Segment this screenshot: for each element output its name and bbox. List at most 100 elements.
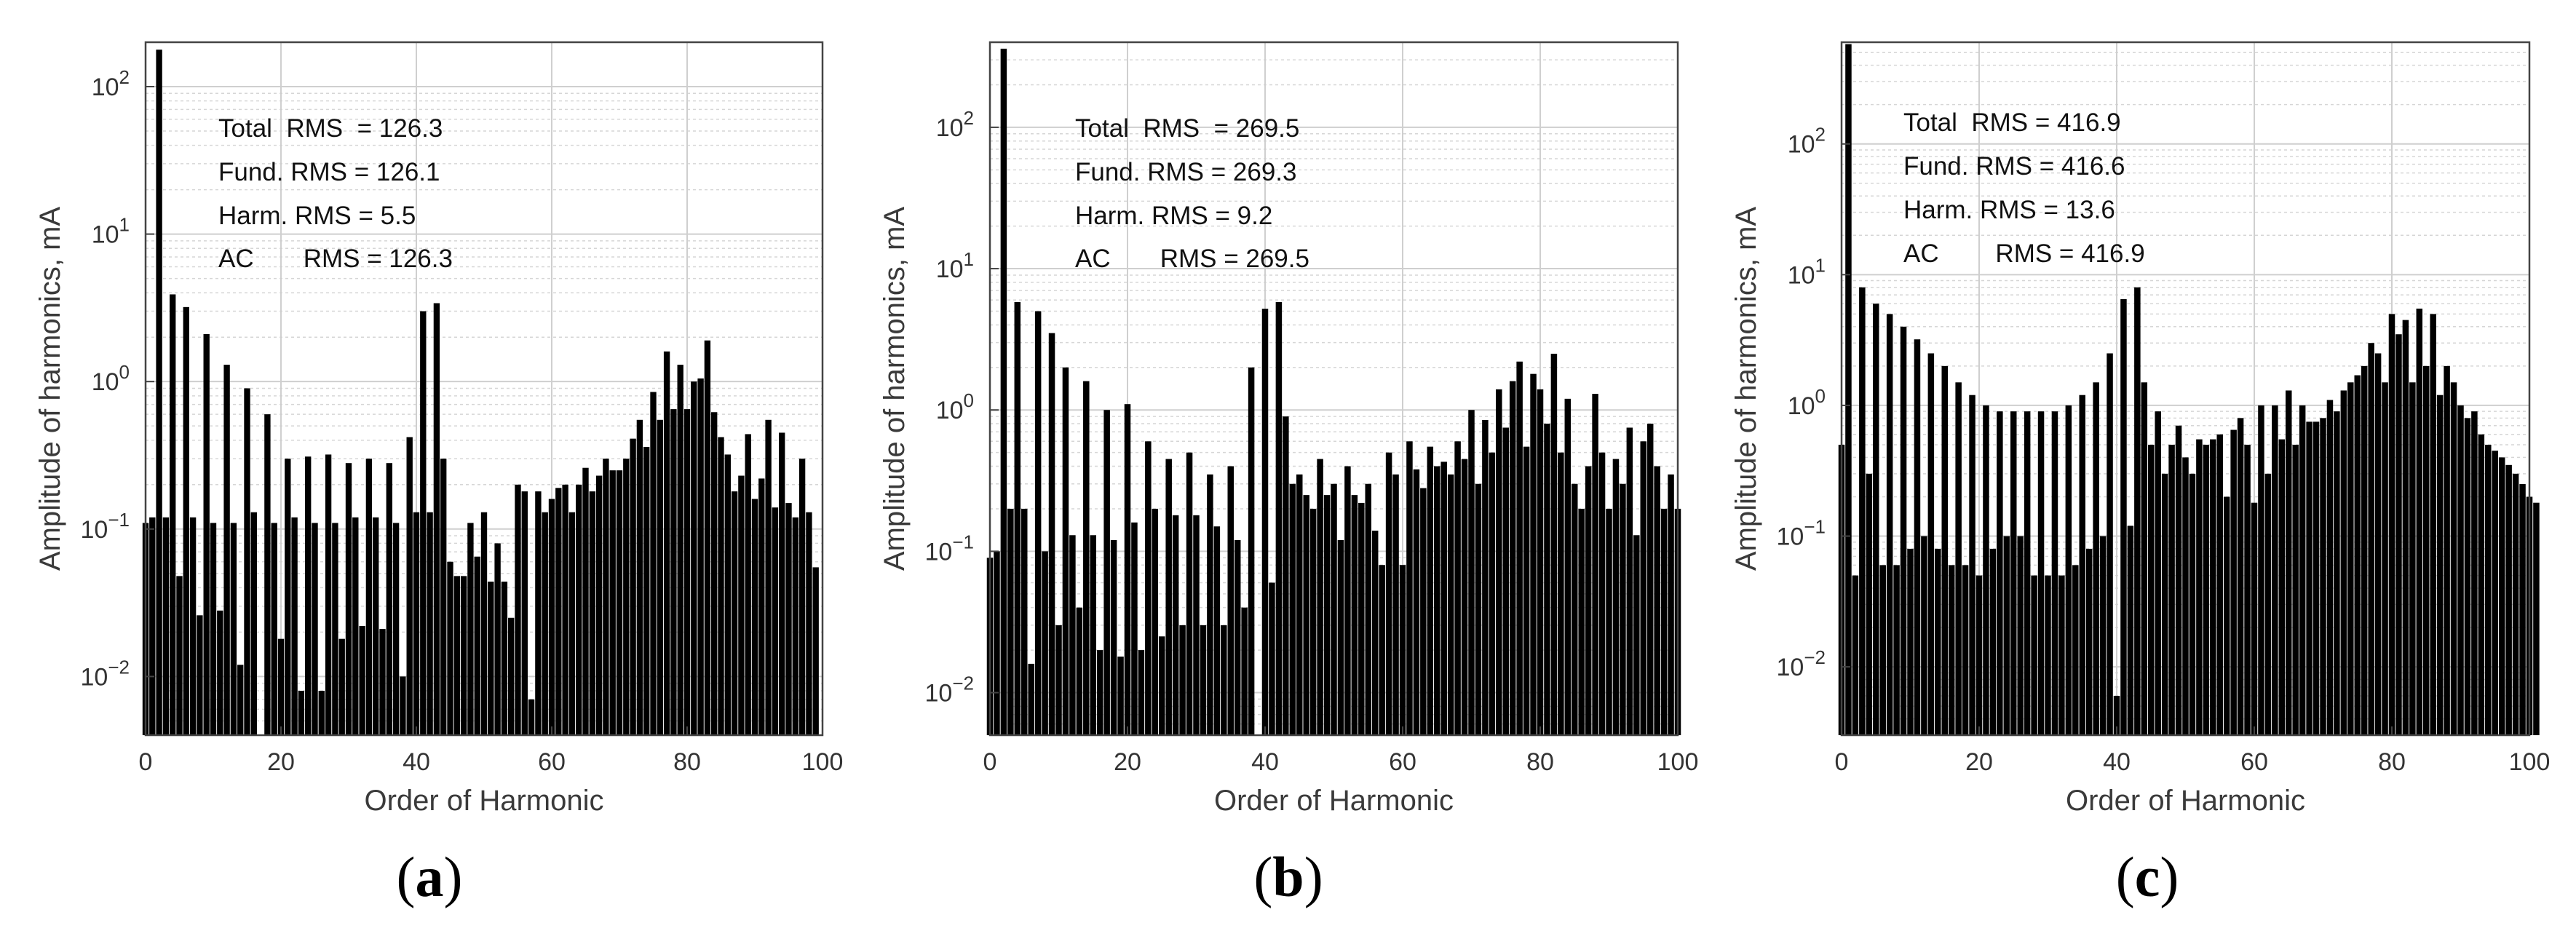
harmonic-bar-30 [345,463,352,735]
harmonic-bar-12 [1069,535,1076,735]
harmonic-bar-31 [1200,625,1207,735]
harmonic-bar-41 [2120,298,2127,736]
harmonic-bar-96 [792,517,798,735]
harmonic-bar-83 [704,340,711,735]
harmonic-bar-35 [2079,395,2086,735]
harmonic-bar-24 [305,456,312,735]
harmonic-bar-99 [812,567,819,735]
harmonic-bar-64 [1427,446,1434,735]
harmonic-bar-4 [170,294,176,735]
harmonic-bar-31 [2051,411,2058,735]
harmonic-bar-6 [183,306,189,736]
harmonic-bar-58 [1385,452,1392,735]
chart-panel-c: 0 20 40 60 80 100 10−2 10−1 100 101 102 Order of Ha… [1718,0,2576,931]
harmonic-bar-80 [1537,389,1544,735]
harmonic-bar-20 [1975,575,1983,735]
harmonic-bar-91 [758,478,765,735]
x-tick-label: 60 [1389,748,1416,776]
harmonic-bar-54 [1358,502,1365,735]
harmonic-bar-98 [2512,473,2519,735]
panel-caption-b: (b) [1253,845,1323,908]
harmonic-bar-34 [373,517,379,735]
harmonic-bar-45 [1296,474,1303,735]
harmonic-bar-36 [386,463,392,735]
x-tick-label: 20 [267,748,295,776]
harmonic-bar-55 [1365,483,1372,735]
harmonic-bar-21 [1131,522,1138,735]
harmonic-bar-73 [636,419,643,735]
harmonic-bar-10 [1055,625,1062,735]
harmonic-bar-84 [2416,308,2423,735]
harmonic-bar-61 [2258,405,2264,735]
y-tick-label: 101 [936,248,974,283]
harmonic-bar-91 [2464,418,2471,735]
harmonic-bar-89 [745,434,751,735]
harmonic-bar-11 [1914,339,1921,736]
harmonic-bar-3 [1859,287,1866,735]
harmonic-bar-24 [2003,536,2010,735]
harmonic-bar-5 [176,576,183,735]
harmonic-bar-59 [2244,444,2251,735]
chart-a: 0 20 40 60 80 100 10−2 10−1 100 101 102 Order of Ha… [34,41,843,817]
rms-annotation: Fund. RMS = 416.6 [1903,152,2125,181]
harmonic-bar-96 [2498,457,2505,735]
y-tick-label: 100 [92,361,130,396]
rms-annotation: AC RMS = 416.9 [1903,239,2145,268]
harmonic-bar-92 [765,419,772,735]
harmonic-bar-43 [433,303,440,735]
harmonic-bar-10 [210,523,217,735]
harmonic-bar-26 [318,691,325,735]
harmonic-bar-26 [2017,536,2024,735]
harmonic-bar-12 [1921,536,1927,735]
harmonic-bar-77 [1516,361,1523,735]
harmonic-bar-55 [515,484,521,735]
harmonic-bar-54 [508,617,515,735]
harmonic-bar-89 [1598,452,1606,735]
harmonic-bar-8 [1893,565,1900,735]
x-axis-label: Order of Harmonic [1214,785,1454,817]
y-tick-label: 100 [1788,385,1826,420]
y-axis-label: Amplitude of harmonics, mA [879,207,911,571]
harmonic-bar-74 [643,447,650,735]
harmonic-bar-60 [2251,502,2258,735]
chart-c: 0 20 40 60 80 100 10−2 10−1 100 101 102 Order of Ha… [1730,41,2550,817]
harmonic-bar-59 [1392,474,1399,735]
harmonic-bar-65 [2285,390,2292,735]
harmonic-bar-77 [663,351,670,735]
harmonic-bar-76 [657,419,663,735]
harmonic-bar-22 [1989,548,1997,735]
harmonic-bar-65 [1433,466,1440,735]
harmonic-bar-24 [1152,508,1159,735]
harmonic-bar-33 [365,459,373,735]
harmonic-bar-79 [2382,382,2388,735]
harmonic-bar-16 [250,512,257,735]
harmonic-bar-28 [332,523,338,735]
harmonic-bar-6 [1028,663,1034,735]
harmonic-bar-13 [1927,353,1935,735]
harmonic-bar-98 [1660,508,1668,735]
harmonic-bar-33 [1213,526,1221,735]
harmonic-bar-42 [427,512,433,735]
harmonic-bar-94 [2485,444,2492,735]
harmonic-bar-8 [197,615,203,735]
harmonic-bar-53 [501,582,508,735]
harmonic-bar-5 [1872,304,1879,735]
harmonic-bar-83 [1558,452,1564,735]
x-tick-label: 40 [1251,748,1279,776]
harmonic-bar-97 [2505,464,2512,735]
harmonic-bar-38 [2099,536,2107,735]
harmonic-bar-86 [1578,508,1585,735]
harmonic-bar-56 [521,491,528,735]
harmonic-bar-49 [474,556,480,735]
harmonic-bar-11 [217,610,223,735]
harmonic-bar-99 [2519,484,2526,735]
harmonic-bar-85 [718,437,724,735]
harmonic-bar-2 [1852,575,1859,735]
harmonic-bar-14 [237,665,244,735]
harmonic-bar-44 [1289,483,1296,735]
harmonic-bar-73 [2340,390,2347,735]
harmonic-bar-16 [1096,650,1103,735]
harmonic-bar-52 [2196,439,2203,735]
harmonic-bar-94 [779,432,785,735]
harmonic-bar-97 [1654,466,1660,735]
